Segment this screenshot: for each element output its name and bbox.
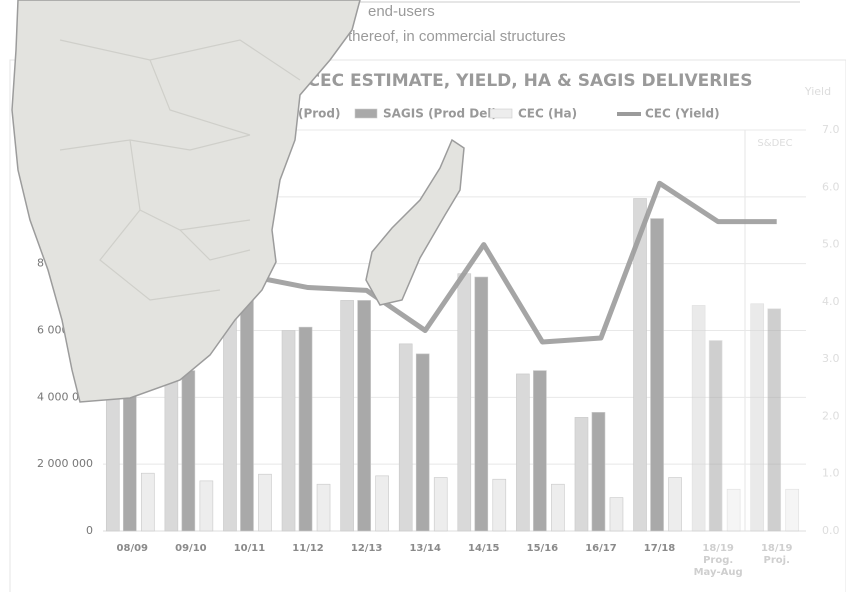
- x-tick-label: 17/18: [643, 543, 676, 554]
- y2-tick-label: 1.0: [822, 467, 840, 480]
- bar: [357, 300, 371, 532]
- y2-tick-label: 4.0: [822, 295, 840, 308]
- bar: [415, 353, 430, 532]
- bar: [240, 295, 254, 532]
- bar: [164, 376, 179, 532]
- bar: [433, 477, 448, 532]
- bar: [140, 472, 155, 532]
- legend-label: CEC (Ha): [518, 107, 577, 121]
- bar: [298, 326, 313, 532]
- bar: [750, 303, 765, 532]
- x-tick-label: 08/09: [116, 543, 149, 554]
- borders: [59, 39, 301, 301]
- bar: [398, 343, 413, 532]
- bar: [340, 300, 354, 532]
- chart-title: CEC ESTIMATE, YIELD, HA & SAGIS DELIVERI…: [308, 71, 753, 91]
- y2-tick-label: 2.0: [822, 409, 840, 422]
- legend-swatch: [354, 108, 378, 119]
- mainland: [11, 0, 361, 403]
- bar: [516, 373, 530, 532]
- y2-axis-label: Yield: [804, 85, 831, 98]
- x-tick-label: 14/15: [468, 543, 500, 554]
- bar: [551, 483, 565, 532]
- bar: [668, 477, 682, 532]
- bar: [691, 305, 706, 532]
- legend-label: SAGIS (Prod Del): [383, 107, 497, 121]
- bar: [633, 198, 647, 532]
- bar: [223, 316, 237, 532]
- doc-text: end-users: [368, 3, 435, 20]
- y2-tick-label: 7.0: [822, 123, 840, 136]
- bar: [474, 276, 489, 532]
- map-overlay: [11, 0, 465, 403]
- bar: [574, 417, 589, 532]
- bar: [533, 370, 547, 532]
- x-tick-label: 18/19 Proj.: [760, 543, 793, 566]
- x-tick-label: 16/17: [585, 543, 617, 554]
- y2-tick-label: 5.0: [822, 238, 840, 251]
- x-tick-label: 15/16: [526, 543, 559, 554]
- legend-swatch: [489, 108, 513, 119]
- bar: [122, 387, 137, 532]
- bar: [281, 330, 296, 532]
- bar: [650, 218, 664, 532]
- x-tick-label: 11/12: [292, 543, 324, 554]
- bar: [492, 478, 507, 532]
- bar: [591, 412, 606, 532]
- bar: [105, 390, 120, 532]
- legend-label: CEC (Yield): [645, 107, 720, 121]
- bar: [316, 483, 331, 532]
- bar: [708, 340, 723, 532]
- bar: [375, 475, 389, 532]
- x-tick-label: 13/14: [409, 543, 441, 554]
- annotation: S&DEC: [757, 138, 792, 149]
- bar: [199, 480, 214, 532]
- bar: [767, 308, 782, 532]
- x-tick-label: 18/19 Prog. May-Aug: [693, 543, 743, 578]
- bar: [609, 497, 624, 532]
- y-tick-label: 2 000 000: [37, 457, 93, 470]
- bar: [726, 488, 741, 532]
- x-tick-label: 12/13: [350, 543, 383, 554]
- x-tick-label: 10/11: [233, 543, 266, 554]
- madagascar: [365, 138, 465, 306]
- bar: [785, 488, 800, 532]
- bar: [258, 473, 272, 532]
- bar: [457, 273, 472, 532]
- bar: [181, 370, 196, 532]
- y2-tick-label: 6.0: [822, 180, 840, 193]
- doc-text: thereof, in commercial structures: [348, 28, 566, 45]
- y2-tick-label: 0.0: [822, 524, 840, 537]
- y2-tick-label: 3.0: [822, 352, 840, 365]
- x-tick-label: 09/10: [175, 543, 207, 554]
- y-tick-label: 0: [86, 524, 93, 537]
